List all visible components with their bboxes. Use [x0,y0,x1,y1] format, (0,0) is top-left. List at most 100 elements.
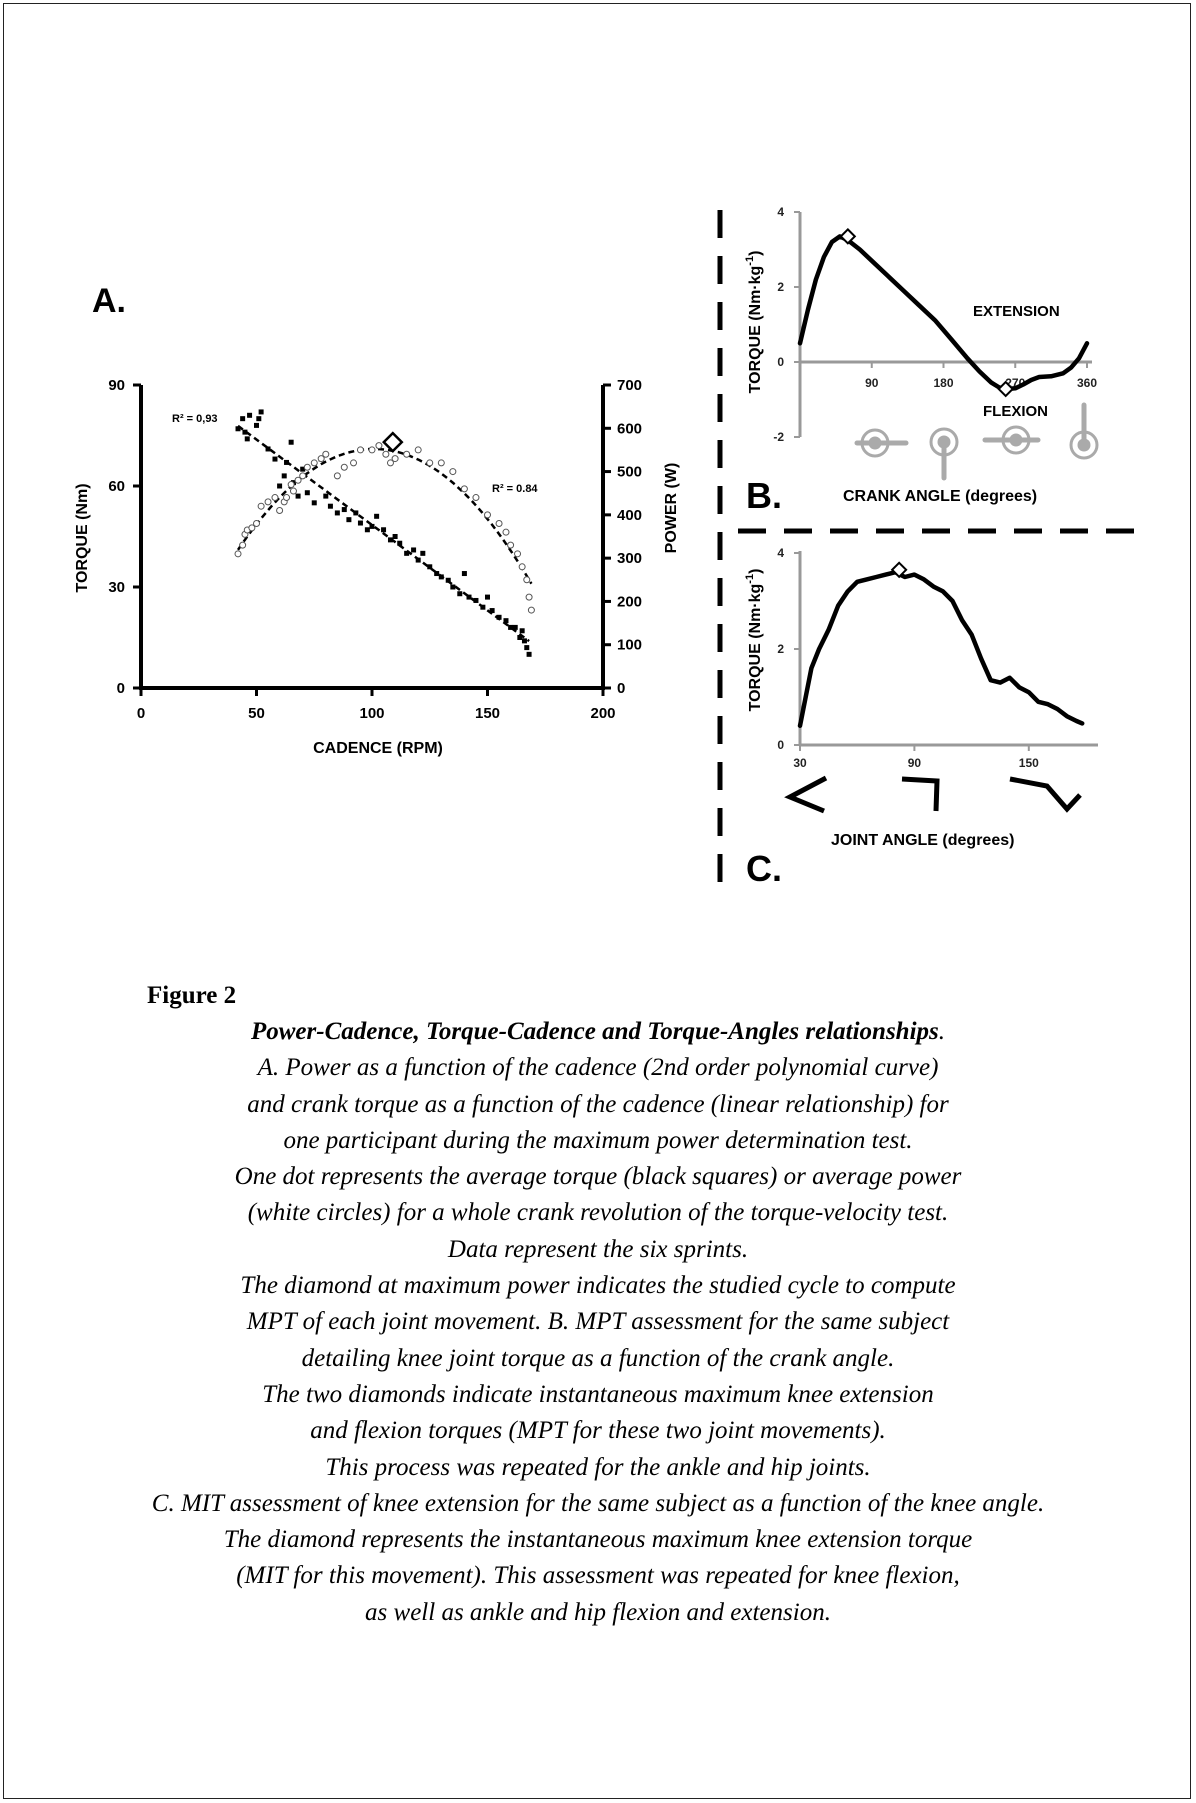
panel-a-torque-point [489,608,495,614]
panel-c-y-axis-label-text: TORQUE (Nm·kg [747,584,764,712]
panel-a-torque-point [450,584,456,590]
panel-a-torque-point [519,628,525,634]
panel-a-torque-point [397,540,403,546]
caption-body: Power-Cadence, Torque-Cadence and Torque… [60,1014,1136,1631]
panel-a-torque-point [503,618,509,624]
panel-a-power-point [276,507,284,515]
panel-a-torque-point [288,439,294,445]
panel-a-torque-point [353,510,359,516]
panel-a-power-point [391,455,399,463]
panel-a-power-point [449,468,457,476]
panel-a-torque-point [256,416,262,422]
panel-b-y-tick-label: 4 [777,205,784,219]
joint-icon-30 [784,775,828,814]
caption-line: Data represent the six sprints. [447,1235,749,1263]
panel-b-flexion-label: FLEXION [983,403,1048,420]
panel-c-y-tick-label: 2 [777,642,784,656]
panel-a-torque-point [277,483,283,489]
caption-line: This process was repeated for the ankle … [325,1453,871,1481]
caption-line: MPT of each joint movement. B. MPT asses… [246,1308,950,1336]
panel-a-x-tick-label: 150 [475,705,500,722]
panel-c-x-tick-label: 150 [1019,756,1039,770]
panel-a-torque-point [438,574,444,580]
panel-a-power-point [382,450,390,458]
caption-line: The diamond represents the instantaneous… [223,1526,973,1554]
caption-line: one participant during the maximum power… [283,1126,913,1154]
caption-figure-label: Figure 2 [147,982,237,1009]
panel-a-torque-point [521,638,527,644]
caption-line: (white circles) for a whole crank revolu… [247,1199,949,1227]
panel-a-power-point [333,472,341,480]
panel-c-y-tick-label: 4 [777,546,784,560]
caption-line: and flexion torques (MPT for these two j… [310,1417,886,1445]
panel-a-power-point [264,498,272,506]
panel-a-power-point [460,485,468,493]
panel-a-torque-point [466,594,472,600]
panel-b-diamond-marker [997,380,1015,398]
panel-a-torque-point [254,422,259,428]
panel-a-torque-point [387,537,393,543]
caption-line: The two diamonds indicate instantaneous … [262,1380,934,1408]
panel-a-power-point [403,450,411,458]
panel-a-torque-fit-line [237,424,530,643]
panel-a-x-tick-label: 0 [137,705,145,722]
panel-a-torque-point [281,473,287,479]
panel-a-power-point [283,494,291,502]
panel-c-diamond-marker [890,561,908,579]
panel-b-y-axis-label: TORQUE (Nm·kg-1) [744,251,764,394]
panel-a-torque-point [357,520,363,526]
panel-b-torque-curve [797,234,1090,392]
panel-a-torque-point [300,466,306,472]
figure-2: A. 0 50 100 150 2000306090010020030040050060… [74,205,1134,898]
panel-a-torque-point [265,446,271,452]
panel-a-torque-point [427,564,433,570]
panel-a-torque-point [415,557,421,563]
page-frame [3,3,1191,1799]
panel-a-torque-point [496,614,502,620]
panel-a-power-point [322,450,330,458]
panel-a-torque-point [445,577,451,583]
panel-b-x-axis-label: CRANK ANGLE (degrees) [843,488,1037,505]
panel-a-torque-point [374,513,380,519]
panel-a-power-point [299,472,307,480]
panel-a-torque-point [512,624,518,630]
panel-a-fit-lines [236,424,533,643]
panel-a-max-power-marker [382,431,404,453]
panel-c-x-tick-label: 30 [793,756,807,770]
panel-c-tick-labels: 30 90 150 4 2 0 [777,546,1039,770]
panel-c-markers [890,561,908,579]
panel-a-x-axis-label: CADENCE (RPM) [313,740,443,757]
panel-b-y-tick-label: 0 [777,355,784,369]
panel-a-torque-point [327,503,333,509]
panel-a-y-right-tick-label: 100 [617,637,642,654]
joint-angle-icons [784,775,1082,814]
panel-c-y-axis-label-exp: -1 [744,574,756,584]
panel-a-torque-point [411,547,417,553]
panel-a-torque-point [247,412,253,418]
panel-a-torque-point [341,507,347,513]
caption-line: C. MIT assessment of knee extension for … [151,1489,1045,1517]
panel-a-power-point [375,442,383,450]
panel-a-r2-torque: R² = 0,93 [172,413,218,425]
caption-line: One dot represents the average torque (b… [234,1163,962,1191]
panel-a-power-point [289,487,297,495]
panel-c-y-axis-label: TORQUE (Nm·kg-1) [744,569,764,712]
panel-a-torque-point [240,416,246,422]
caption-line: detailing knee joint torque as a functio… [301,1344,895,1372]
panel-a-points [234,409,535,657]
caption-line: A. Power as a function of the cadence (2… [257,1054,939,1082]
panel-a-torque-point [526,651,532,657]
panel-a-torque-point [517,635,523,640]
panel-a-power-point [317,455,325,463]
panel-c: 30 90 150 4 2 0 JOINT ANGLE (degrees) C. TORQ… [744,546,1098,889]
caption-line: as well as ankle and hip flexion and ext… [365,1598,831,1626]
panel-b-y-tick-label: 2 [777,280,784,294]
panel-b-markers [839,227,1015,398]
crank-position-icons [854,402,1099,481]
panel-a-torque-point [334,510,340,516]
panel-a-y-right-tick-label: 200 [617,593,642,610]
panel-a-torque-point [480,604,486,610]
panel-a-power-point [414,446,422,454]
panel-a-torque-point [485,594,490,600]
